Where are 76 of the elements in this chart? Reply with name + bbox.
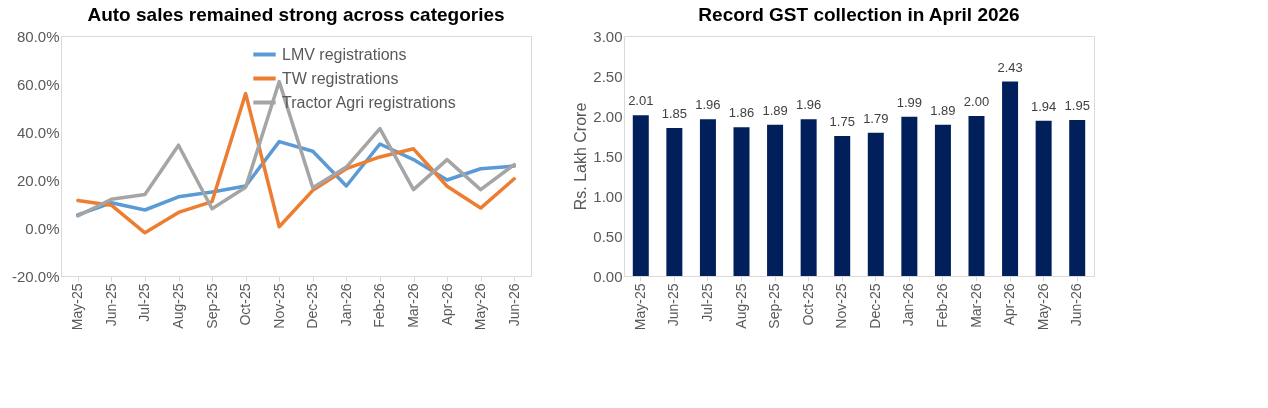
x-tick-label: Apr-26 <box>1001 283 1018 326</box>
bar <box>1035 120 1052 276</box>
y-tick-label: 80.0% <box>16 27 60 45</box>
x-tick-label: May-26 <box>472 283 489 331</box>
x-tick-label: May-25 <box>631 283 648 331</box>
line-series <box>76 91 516 235</box>
x-tick-label: Jun-25 <box>665 283 682 327</box>
y-tick-label: 3.00 <box>593 27 623 45</box>
x-tick-label: Nov-25 <box>833 283 850 329</box>
legend-label: TW registrations <box>282 69 399 87</box>
y-axis-title: Rs. Lakh Crore <box>572 102 590 211</box>
x-tick-label: Aug-25 <box>732 283 749 329</box>
x-tick-label: Sep-25 <box>203 283 220 329</box>
x-tick-label: Apr-26 <box>438 283 455 326</box>
x-tick-label: Mar-26 <box>967 283 984 328</box>
y-tick-label: 0.0% <box>25 219 60 237</box>
x-tick-label: Jun-26 <box>505 283 522 327</box>
x-tick-label: Feb-26 <box>371 283 388 328</box>
bar <box>800 119 817 276</box>
text: 1.95 <box>1064 98 1090 113</box>
x-tick-label: May-25 <box>69 283 86 331</box>
x-tick-label: Jun-25 <box>102 283 119 327</box>
bar <box>968 116 985 276</box>
text: 1.79 <box>863 110 889 126</box>
y-tick-label: 20.0% <box>16 171 60 189</box>
bar <box>1002 81 1019 276</box>
chart-title: Record GST collection in April 2026 <box>698 4 1020 25</box>
text: 1.75 <box>829 114 855 129</box>
chart-title: Auto sales remained strong across categories <box>87 4 505 25</box>
y-tick-label: 2.50 <box>593 67 623 85</box>
x-tick-label: Dec-25 <box>866 283 883 329</box>
x-tick-label: Nov-25 <box>270 283 287 329</box>
x-tick-label: Mar-26 <box>405 283 421 328</box>
text: 1.99 <box>896 94 923 110</box>
y-tick-label: 40.0% <box>16 123 60 141</box>
y-tick-label: -20.0% <box>11 267 60 285</box>
legend-label: LMV registrations <box>282 45 407 63</box>
bar <box>666 128 683 276</box>
text: 1.86 <box>728 105 755 121</box>
text: 1.89 <box>930 102 956 118</box>
text: 1.85 <box>661 106 688 121</box>
text: 2.43 <box>997 59 1023 75</box>
x-tick-label: Feb-26 <box>933 283 950 328</box>
x-tick-label: Jan-26 <box>337 283 354 327</box>
y-tick-label: 60.0% <box>16 75 60 93</box>
bar <box>767 124 784 276</box>
bar <box>834 136 851 276</box>
bar <box>733 127 750 276</box>
bar <box>901 116 918 276</box>
y-tick-label: 1.00 <box>593 187 623 205</box>
x-tick-label: Jan-26 <box>900 283 917 327</box>
legend-label: Tractor Agri registrations <box>282 93 456 111</box>
text: 2.01 <box>628 93 654 109</box>
x-tick-label: Jul-25 <box>698 283 715 322</box>
text: 2.00 <box>963 94 990 109</box>
x-tick-label: Oct-25 <box>799 283 816 326</box>
bar <box>632 115 649 276</box>
bar <box>934 124 951 276</box>
x-tick-label: Oct-25 <box>237 283 254 326</box>
x-tick-label: Sep-25 <box>766 283 783 329</box>
x-tick-label: Jun-26 <box>1068 283 1085 327</box>
y-tick-label: 1.50 <box>593 147 623 165</box>
x-tick-label: Jul-25 <box>136 283 153 322</box>
y-tick-label: 0.50 <box>593 227 623 245</box>
x-tick-label: Aug-25 <box>170 283 186 329</box>
bar <box>1069 120 1086 276</box>
x-tick-label: Dec-25 <box>304 283 321 329</box>
bar <box>699 119 716 276</box>
y-tick-label: 0.00 <box>593 267 623 285</box>
text: 1.89 <box>762 102 788 118</box>
bar <box>867 132 884 276</box>
y-tick-label: 2.00 <box>593 107 623 125</box>
text: 1.94 <box>1030 98 1057 114</box>
text: 1.96 <box>795 97 822 113</box>
text: 1.96 <box>695 97 721 113</box>
x-tick-label: May-26 <box>1034 283 1051 331</box>
